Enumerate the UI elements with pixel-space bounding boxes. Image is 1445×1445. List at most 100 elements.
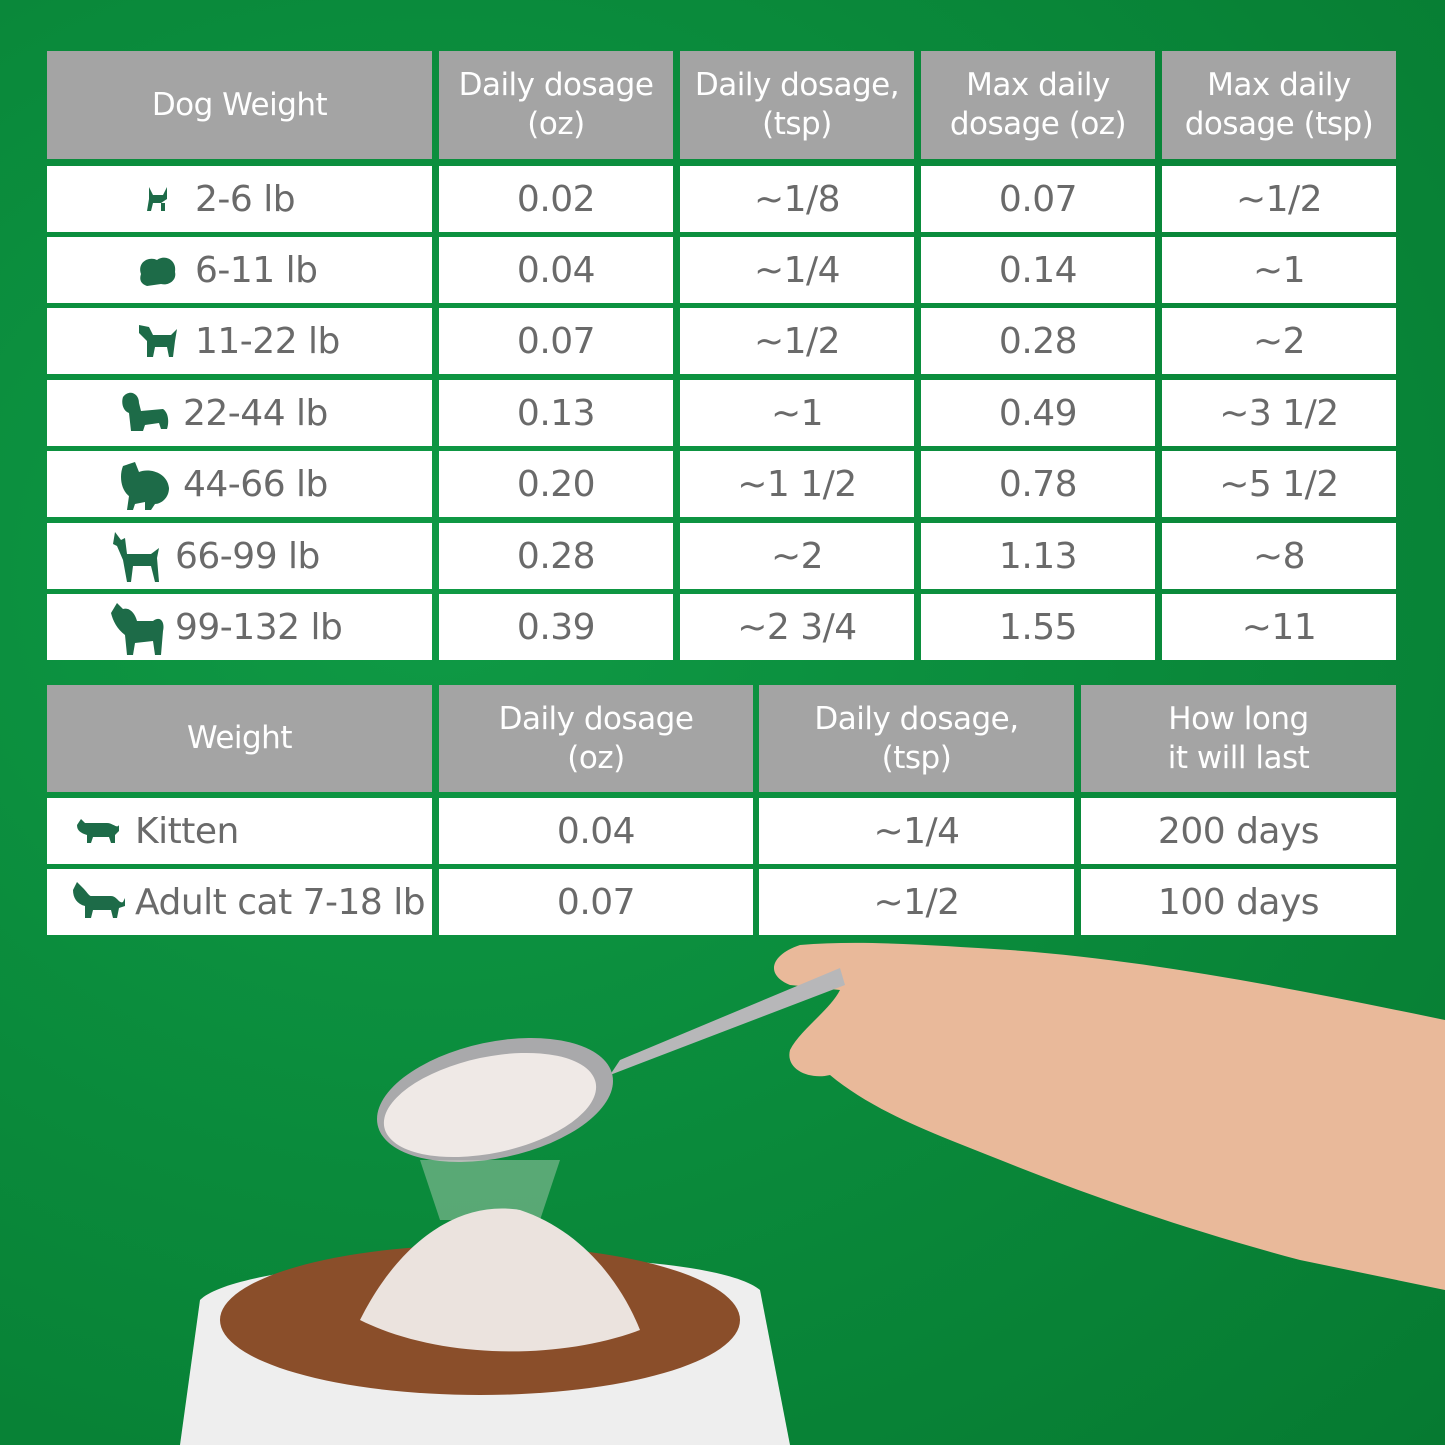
cell-text: 0.07 (556, 881, 636, 923)
dosage-cell: 1.13 (921, 523, 1155, 589)
cell-text: 100 days (1157, 881, 1320, 923)
cell-text: ~2 3/4 (737, 606, 857, 648)
dosage-cell: ~1 (1162, 237, 1396, 303)
cell-text: 0.07 (998, 178, 1078, 220)
column-header: How long it will last (1081, 685, 1396, 792)
cell-text: Max daily dosage (oz) (949, 67, 1127, 142)
dosage-cell: ~1 (680, 380, 914, 446)
cell-text: 2-6 lb (195, 178, 296, 220)
dosage-cell: 0.07 (439, 869, 753, 935)
dosage-cell: 0.39 (439, 594, 673, 660)
cell-text: 0.28 (516, 535, 596, 577)
cell-text: 22-44 lb (183, 392, 328, 434)
column-header: Dog Weight (47, 51, 432, 159)
cell-text: 1.13 (998, 535, 1078, 577)
dosage-cell: ~11 (1162, 594, 1396, 660)
dosage-cell: 100 days (1081, 869, 1396, 935)
cell-text: 0.02 (516, 178, 596, 220)
dog-weight-cell: 6-11 lb (47, 237, 432, 303)
dosage-cell: 0.28 (921, 308, 1155, 374)
cell-text: ~1 1/2 (737, 463, 857, 505)
powder (383, 1052, 597, 1158)
cell-text: Daily dosage (oz) (498, 700, 694, 776)
cell-text: 0.14 (998, 249, 1078, 291)
dosage-cell: 1.55 (921, 594, 1155, 660)
kitten-icon (67, 801, 127, 861)
column-header: Daily dosage (oz) (439, 51, 673, 159)
dosage-cell: ~1/2 (759, 869, 1074, 935)
cell-text: ~2 (770, 535, 824, 577)
cell-text: ~1/2 (1235, 178, 1323, 220)
dosage-cell: 0.20 (439, 451, 673, 517)
dosage-cell: 0.04 (439, 798, 753, 864)
column-header: Max daily dosage (tsp) (1162, 51, 1396, 159)
dosage-cell: 0.13 (439, 380, 673, 446)
dosage-cell: 0.02 (439, 166, 673, 232)
cell-text: ~1 (770, 392, 824, 434)
cell-text: Daily dosage (oz) (458, 67, 654, 142)
dosage-cell: ~5 1/2 (1162, 451, 1396, 517)
cell-text: Daily dosage, (tsp) (694, 67, 900, 142)
dosage-cell: ~1 1/2 (680, 451, 914, 517)
cell-text: 200 days (1157, 810, 1320, 852)
cell-text: 11-22 lb (195, 320, 340, 362)
column-header: Max daily dosage (oz) (921, 51, 1155, 159)
cell-text: ~5 1/2 (1219, 463, 1339, 505)
dosage-cell: ~2 (1162, 308, 1396, 374)
dosage-cell: 0.28 (439, 523, 673, 589)
cell-text: ~1/2 (873, 881, 960, 923)
cell-text: ~8 (1252, 535, 1306, 577)
cell-text: Kitten (135, 810, 239, 852)
dosage-cell: 0.14 (921, 237, 1155, 303)
dog-weight-cell: 2-6 lb (47, 166, 432, 232)
column-header: Daily dosage (oz) (439, 685, 753, 792)
dosage-cell: ~1/2 (680, 308, 914, 374)
column-header: Daily dosage, (tsp) (680, 51, 914, 159)
cell-text: 0.78 (998, 463, 1078, 505)
dosage-cell: ~2 3/4 (680, 594, 914, 660)
hand (773, 942, 1445, 1290)
dog-weight-cell: 11-22 lb (47, 308, 432, 374)
cell-text: Max daily dosage (tsp) (1184, 67, 1374, 142)
dosage-cell: 0.49 (921, 380, 1155, 446)
chow-icon (115, 454, 175, 514)
cell-text: ~11 (1241, 606, 1317, 648)
cat-weight-cell: Adult cat 7-18 lb (47, 869, 432, 935)
cell-text: 6-11 lb (195, 249, 318, 291)
dosage-cell: 0.78 (921, 451, 1155, 517)
cell-text: 0.49 (998, 392, 1078, 434)
cell-text: ~1/8 (753, 178, 841, 220)
dosage-cell: ~1/2 (1162, 166, 1396, 232)
cell-text: 0.39 (516, 606, 596, 648)
dosage-cell: ~1/4 (680, 237, 914, 303)
cell-text: ~1/4 (873, 810, 960, 852)
cat-icon (67, 872, 127, 932)
chihuahua-icon (127, 169, 187, 229)
dog-weight-cell: 99-132 lb (47, 594, 432, 660)
cell-text: 66-99 lb (175, 535, 320, 577)
pomeranian-icon (127, 240, 187, 300)
cell-text: ~2 (1252, 320, 1306, 362)
akita-icon (107, 597, 167, 657)
doberman-icon (107, 526, 167, 586)
cell-text: 0.13 (516, 392, 596, 434)
cell-text: 1.55 (998, 606, 1078, 648)
cell-text: 0.07 (516, 320, 596, 362)
cell-text: 0.28 (998, 320, 1078, 362)
spoon-powder-bowl-photo (180, 942, 1445, 1445)
cell-text: How long it will last (1167, 700, 1310, 776)
dosage-cell: ~1/8 (680, 166, 914, 232)
dosage-cell: 0.07 (921, 166, 1155, 232)
cat-weight-cell: Kitten (47, 798, 432, 864)
cell-text: 99-132 lb (175, 606, 343, 648)
dog-weight-cell: 66-99 lb (47, 523, 432, 589)
cell-text: 0.04 (516, 249, 596, 291)
dosage-cell: 200 days (1081, 798, 1396, 864)
cell-text: 44-66 lb (183, 463, 328, 505)
dosage-cell: ~8 (1162, 523, 1396, 589)
cell-text: ~1/4 (753, 249, 841, 291)
cell-text: ~3 1/2 (1219, 392, 1339, 434)
terrier-icon (127, 311, 187, 371)
cell-text: 0.20 (516, 463, 596, 505)
cell-text: ~1 (1252, 249, 1306, 291)
